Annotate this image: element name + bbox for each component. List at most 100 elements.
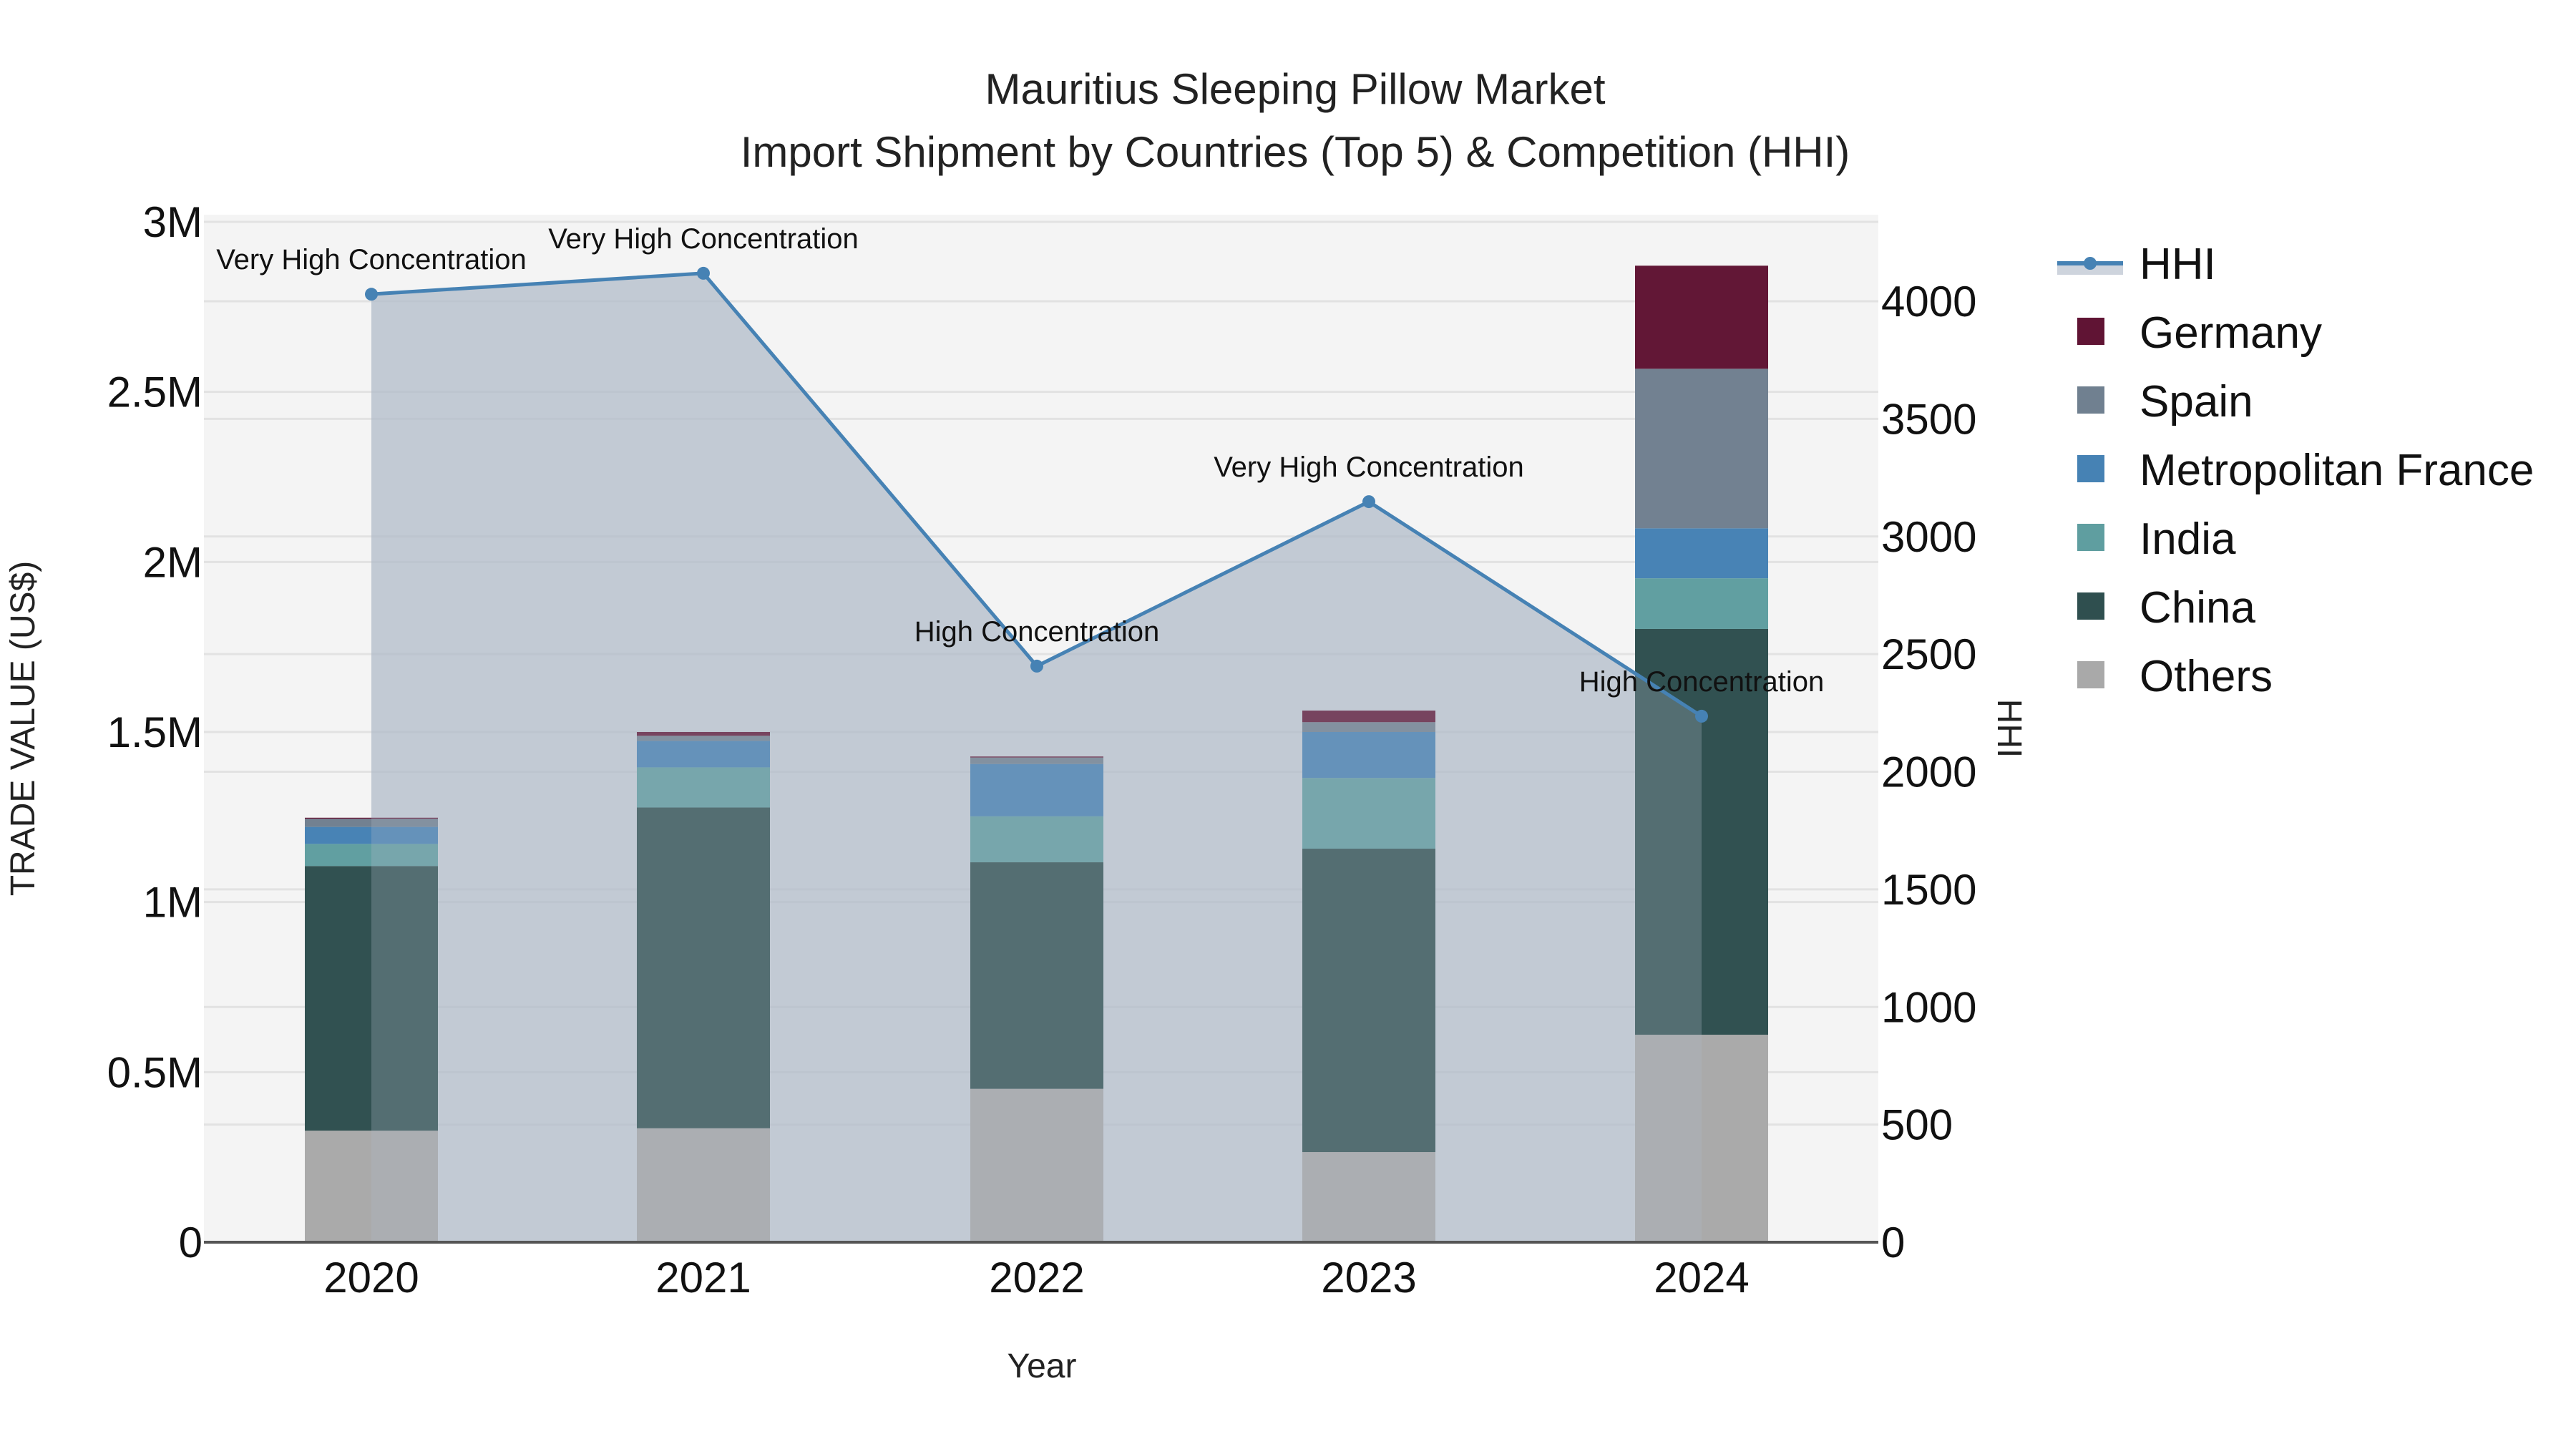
bar-stack-2022[interactable] (970, 756, 1103, 1242)
bar-segment-india[interactable] (1302, 778, 1435, 849)
bar-stack-2024[interactable] (1635, 265, 1768, 1242)
bar-segment-india[interactable] (1635, 578, 1768, 629)
bar-segment-others[interactable] (637, 1128, 770, 1242)
hhi-marker[interactable] (697, 266, 710, 280)
titles: Mauritius Sleeping Pillow Market Import S… (4, 65, 2028, 1385)
legend-label: Germany (2140, 308, 2322, 358)
y2-tick-label: 0 (1881, 1219, 1905, 1267)
x-tick-label: 2024 (1654, 1254, 1749, 1302)
bar-segment-metropolitan-france[interactable] (1302, 732, 1435, 779)
bar-segment-spain[interactable] (1635, 369, 1768, 529)
bar-segment-spain[interactable] (637, 736, 770, 741)
bar-segment-germany[interactable] (1635, 265, 1768, 369)
bar-segment-spain[interactable] (970, 757, 1103, 764)
hhi-marker[interactable] (365, 288, 378, 301)
y-axis-title: TRADE VALUE (US$) (4, 561, 42, 897)
y2-tick-label: 2500 (1881, 630, 1976, 678)
hhi-annotations: Very High Concentration Very High Concent… (216, 223, 1824, 698)
bar-segment-spain[interactable] (305, 819, 438, 827)
legend-marker-icon (2084, 257, 2097, 270)
bar-segment-others[interactable] (1302, 1152, 1435, 1242)
bar-segment-germany[interactable] (305, 817, 438, 819)
bar-segment-others[interactable] (970, 1088, 1103, 1242)
axes: 0 0.5M 1M 1.5M 2M 2.5M 3M 0 500 1000 1500 2000 2500 3… (107, 198, 1977, 1302)
legend-swatch-icon (2077, 661, 2104, 688)
y2-tick-label: 1500 (1881, 866, 1976, 914)
bar-segment-china[interactable] (1635, 628, 1768, 1035)
bar-segment-germany[interactable] (970, 756, 1103, 758)
y2-tick-label: 3500 (1881, 395, 1976, 443)
bar-segment-india[interactable] (637, 767, 770, 808)
y2-tick-label: 500 (1881, 1101, 1953, 1149)
legend-swatch-icon (2077, 592, 2104, 620)
legend-label: Metropolitan France (2140, 446, 2534, 495)
bar-segment-metropolitan-france[interactable] (970, 763, 1103, 816)
bar-segment-china[interactable] (305, 866, 438, 1131)
hhi-annotation: High Concentration (1579, 666, 1824, 698)
legend-item-others[interactable]: Others (2077, 652, 2273, 701)
legend-swatch-icon (2077, 455, 2104, 482)
bar-stack-2023[interactable] (1302, 711, 1435, 1242)
bar-stack-2021[interactable] (637, 732, 770, 1242)
x-tick-label: 2020 (323, 1254, 419, 1302)
y-tick-label: 3M (143, 198, 203, 246)
legend-label: Others (2140, 652, 2273, 701)
hhi-annotation: High Concentration (914, 616, 1159, 648)
y-tick-label: 1M (143, 879, 203, 927)
legend-item-hhi[interactable]: HHI (2057, 240, 2216, 289)
bar-segment-others[interactable] (305, 1131, 438, 1242)
y-tick-label: 0.5M (107, 1048, 203, 1096)
legend-item-germany[interactable]: Germany (2077, 308, 2322, 358)
legend-item-spain[interactable]: Spain (2077, 377, 2253, 426)
bar-segment-china[interactable] (1302, 849, 1435, 1153)
bar-segment-germany[interactable] (637, 732, 770, 736)
bar-segment-others[interactable] (1635, 1035, 1768, 1242)
legend-swatch-icon (2077, 318, 2104, 345)
hhi-annotation: Very High Concentration (548, 223, 859, 255)
bar-stack-2020[interactable] (305, 817, 438, 1242)
chart-title: Mauritius Sleeping Pillow Market (985, 65, 1605, 113)
x-tick-label: 2023 (1321, 1254, 1416, 1302)
legend-swatch-icon (2077, 386, 2104, 414)
x-axis-title: Year (1008, 1347, 1077, 1385)
y-tick-label: 2M (143, 538, 203, 586)
bar-segment-china[interactable] (970, 862, 1103, 1089)
legend-swatch-icon (2077, 524, 2104, 551)
bar-segment-india[interactable] (970, 816, 1103, 863)
stacked-bars (305, 265, 1768, 1242)
legend-label: China (2140, 583, 2256, 633)
legend-label: India (2140, 514, 2236, 564)
bar-segment-germany[interactable] (1302, 711, 1435, 723)
bar-segment-spain[interactable] (1302, 722, 1435, 732)
legend-label: Spain (2140, 377, 2253, 426)
hhi-marker[interactable] (1362, 495, 1375, 509)
hhi-area-overlay (371, 273, 1702, 1242)
legend-item-india[interactable]: India (2077, 514, 2236, 564)
hhi-marker[interactable] (1695, 709, 1708, 723)
y2-tick-label: 4000 (1881, 278, 1976, 326)
x-tick-label: 2022 (989, 1254, 1084, 1302)
y2-tick-label: 2000 (1881, 748, 1976, 796)
chart-subtitle: Import Shipment by Countries (Top 5) & C… (741, 128, 1850, 176)
legend-item-china[interactable]: China (2077, 583, 2256, 633)
y-tick-label: 2.5M (107, 369, 203, 416)
bar-segment-india[interactable] (305, 844, 438, 867)
hhi-marker[interactable] (1030, 659, 1043, 673)
y2-axis-title: HHI (1990, 699, 2028, 758)
y2-tick-label: 3000 (1881, 513, 1976, 561)
hhi-annotation: Very High Concentration (1214, 452, 1524, 483)
legend-label: HHI (2140, 240, 2216, 289)
bar-segment-metropolitan-france[interactable] (637, 741, 770, 768)
x-tick-label: 2021 (655, 1254, 751, 1302)
bar-segment-china[interactable] (637, 807, 770, 1128)
legend-item-metropolitan-france[interactable]: Metropolitan France (2077, 446, 2534, 495)
y-tick-label: 0 (179, 1219, 203, 1267)
legend: HHI Germany Spain Metropolitan France India C… (2057, 240, 2534, 701)
hhi-annotation: Very High Concentration (216, 244, 527, 275)
y-tick-label: 1.5M (107, 708, 203, 756)
y2-tick-label: 1000 (1881, 983, 1976, 1031)
bar-segment-metropolitan-france[interactable] (305, 826, 438, 844)
bar-segment-metropolitan-france[interactable] (1635, 528, 1768, 579)
